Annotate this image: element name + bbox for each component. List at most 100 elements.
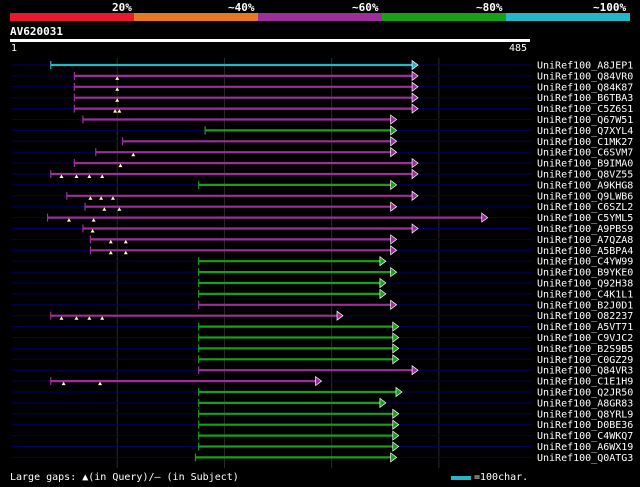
hit-label[interactable]: UniRef100_A6WX19 — [537, 442, 633, 453]
hit-end-arrow — [392, 343, 400, 354]
scale-bar — [451, 476, 471, 480]
query-gap-marker — [59, 316, 64, 320]
hit-end-arrow — [390, 245, 398, 256]
query-gap-marker — [99, 196, 104, 200]
hit-label[interactable]: UniRef100_Q84VR3 — [537, 366, 633, 377]
query-gap-marker — [100, 174, 105, 178]
hit-label[interactable]: UniRef100_B2J0D1 — [537, 300, 633, 311]
legend-segment-green — [382, 13, 506, 21]
gap-legend: Large gaps: ▲(in Query)/– (in Subject) — [10, 472, 239, 483]
hit-end-arrow — [390, 266, 398, 278]
hit-label[interactable]: UniRef100_A9KHG8 — [537, 180, 633, 191]
hit-end-arrow — [336, 310, 344, 321]
legend-label-100: ~100% — [593, 1, 627, 14]
hit-label[interactable]: UniRef100_C9VJC2 — [537, 333, 633, 344]
hit-end-arrow — [411, 81, 419, 93]
hit-end-arrow — [392, 408, 400, 419]
query-gap-marker — [113, 109, 118, 113]
hit-end-arrow — [392, 441, 400, 452]
legend-label-60: ~60% — [352, 1, 379, 14]
query-gap-marker — [66, 218, 71, 222]
hit-label[interactable]: UniRef100_Q0ATG3 — [537, 453, 633, 464]
hit-label[interactable]: UniRef100_C4K1L1 — [537, 289, 633, 300]
legend-segment-orange — [134, 13, 258, 21]
hit-end-arrow — [395, 386, 403, 398]
hit-label[interactable]: UniRef100_Q2JR50 — [537, 388, 633, 399]
hit-label[interactable]: UniRef100_C5YML5 — [537, 213, 633, 224]
hit-label[interactable]: UniRef100_C1E1H9 — [537, 377, 633, 388]
query-gap-marker — [110, 196, 115, 200]
hit-label[interactable]: UniRef100_O82237 — [537, 311, 633, 322]
hit-label[interactable]: UniRef100_Q92H38 — [537, 279, 633, 290]
hit-label[interactable]: UniRef100_Q8VZ55 — [537, 170, 633, 181]
query-id: AV620031 — [10, 25, 63, 38]
hit-label[interactable]: UniRef100_A7QZA8 — [537, 235, 633, 246]
legend-segment-magenta — [258, 13, 382, 21]
hit-label[interactable]: UniRef100_A8JEP1 — [537, 61, 633, 72]
hit-end-arrow — [411, 92, 419, 103]
hit-end-arrow — [390, 179, 398, 191]
hit-label[interactable]: UniRef100_C5Z6S1 — [537, 104, 633, 115]
hit-end-arrow — [390, 146, 398, 158]
hit-label[interactable]: UniRef100_C1MK27 — [537, 137, 633, 148]
query-gap-marker — [117, 207, 122, 211]
query-gap-marker — [100, 316, 105, 320]
query-gap-marker — [98, 381, 103, 386]
hit-label[interactable]: UniRef100_Q67W51 — [537, 115, 633, 126]
hit-label[interactable]: UniRef100_Q8YRL9 — [537, 409, 633, 420]
query-gap-marker — [123, 239, 128, 244]
hit-label[interactable]: UniRef100_B6TBA3 — [537, 93, 633, 104]
hit-label[interactable]: UniRef100_B9IMA0 — [537, 159, 633, 170]
hit-label[interactable]: UniRef100_Q9LWB6 — [537, 191, 633, 202]
query-gap-marker — [102, 207, 107, 211]
query-gap-marker — [59, 174, 64, 178]
hit-label[interactable]: UniRef100_C6SZL2 — [537, 202, 633, 213]
query-gap-marker — [74, 174, 79, 178]
hit-label[interactable]: UniRef100_B2S9B5 — [537, 344, 633, 355]
legend-label-40: ~40% — [228, 1, 255, 14]
hit-end-arrow — [390, 201, 398, 212]
hit-label[interactable]: UniRef100_C0GZ29 — [537, 355, 633, 366]
hit-end-arrow — [390, 114, 398, 125]
query-gap-marker — [123, 250, 128, 255]
hit-end-arrow — [392, 430, 400, 441]
query-start-label: 1 — [11, 43, 18, 54]
hit-end-arrow — [390, 125, 398, 136]
scale-label: =100char. — [474, 472, 529, 483]
hit-label[interactable]: UniRef100_D0BE36 — [537, 420, 633, 431]
hit-end-arrow — [379, 397, 387, 409]
query-gap-marker — [87, 316, 92, 320]
hit-end-arrow — [390, 136, 398, 147]
hit-end-arrow — [411, 223, 419, 234]
hit-end-arrow — [411, 103, 419, 114]
hit-end-arrow — [411, 190, 419, 202]
hit-end-arrow — [411, 59, 419, 71]
legend-label-20: 20% — [112, 1, 132, 14]
query-gap-marker — [91, 218, 96, 222]
hit-label[interactable]: UniRef100_C6SVM7 — [537, 148, 633, 159]
query-gap-marker — [88, 196, 93, 200]
hit-label[interactable]: UniRef100_A8GR83 — [537, 398, 633, 409]
hit-label[interactable]: UniRef100_C4WKQ7 — [537, 431, 633, 442]
hit-label[interactable]: UniRef100_C4YW99 — [537, 257, 633, 268]
hit-label[interactable]: UniRef100_Q84K87 — [537, 82, 633, 93]
hit-end-arrow — [379, 288, 387, 300]
hit-label[interactable]: UniRef100_A9PBS9 — [537, 224, 633, 235]
hit-label[interactable]: UniRef100_Q84VR0 — [537, 71, 633, 82]
hit-label[interactable]: UniRef100_B9YKE0 — [537, 268, 633, 279]
legend-segment-red — [10, 13, 134, 21]
query-gap-marker — [131, 152, 136, 157]
hit-end-arrow — [411, 157, 419, 169]
alignment-plot: UniRef100_A8JEP1UniRef100_Q84VR0UniRef10… — [12, 58, 633, 468]
query-gap-marker — [61, 381, 66, 386]
hit-label[interactable]: UniRef100_A5VT71 — [537, 322, 633, 333]
hit-label[interactable]: UniRef100_A5BPA4 — [537, 246, 633, 257]
hit-label[interactable]: UniRef100_Q7XYL4 — [537, 126, 633, 137]
legend-segment-cyan — [506, 13, 630, 21]
query-gap-marker — [108, 250, 113, 255]
hit-end-arrow — [315, 375, 323, 387]
query-bar — [10, 39, 530, 42]
query-gap-marker — [74, 316, 79, 320]
hit-end-arrow — [390, 299, 398, 310]
query-end-label: 485 — [509, 43, 528, 54]
